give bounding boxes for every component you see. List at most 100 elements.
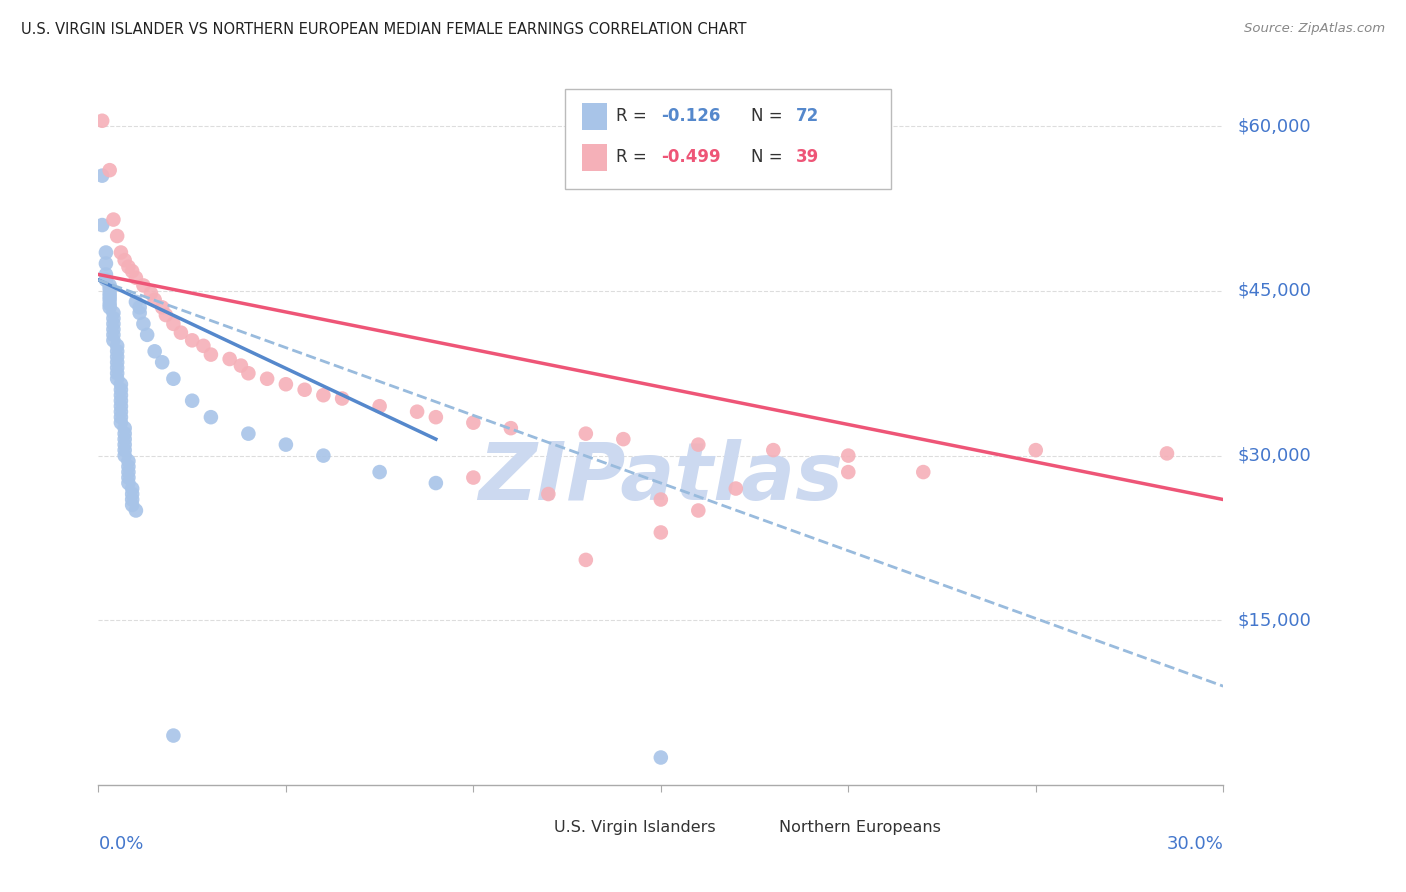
Point: [103, 306, 125, 320]
Point: [110, 383, 132, 397]
Point: [114, 253, 136, 268]
Text: R =: R =: [616, 107, 647, 125]
Point: [117, 454, 139, 468]
Point: [238, 426, 260, 441]
Point: [406, 405, 429, 419]
Point: [110, 388, 132, 402]
Text: 72: 72: [796, 107, 820, 125]
Point: [1156, 446, 1178, 460]
Point: [463, 416, 485, 430]
Point: [114, 426, 136, 441]
Point: [105, 366, 128, 380]
Point: [425, 410, 447, 425]
Point: [181, 393, 204, 408]
Point: [368, 465, 391, 479]
Point: [294, 383, 316, 397]
Point: [612, 432, 634, 446]
Point: [110, 416, 132, 430]
Point: [98, 301, 121, 315]
Point: [143, 344, 166, 359]
Point: [121, 492, 143, 507]
FancyBboxPatch shape: [565, 89, 891, 189]
Point: [256, 372, 278, 386]
Point: [162, 317, 184, 331]
Point: [114, 437, 136, 451]
Point: [912, 465, 935, 479]
Point: [181, 334, 204, 348]
Point: [103, 212, 125, 227]
Point: [110, 399, 132, 413]
Point: [537, 487, 560, 501]
Bar: [582, 145, 607, 171]
Text: 30.0%: 30.0%: [1167, 835, 1223, 853]
Point: [114, 443, 136, 458]
Point: [117, 465, 139, 479]
Bar: [526, 817, 548, 838]
Text: Source: ZipAtlas.com: Source: ZipAtlas.com: [1244, 22, 1385, 36]
Point: [688, 503, 710, 517]
Point: [98, 297, 121, 311]
Point: [94, 268, 117, 282]
Point: [98, 293, 121, 307]
Point: [837, 465, 859, 479]
Point: [105, 372, 128, 386]
Point: [114, 421, 136, 435]
Point: [103, 334, 125, 348]
Point: [103, 317, 125, 331]
Point: [200, 410, 222, 425]
Text: N =: N =: [751, 107, 782, 125]
Point: [463, 470, 485, 484]
Point: [91, 113, 114, 128]
Point: [1025, 443, 1047, 458]
Point: [330, 392, 353, 406]
Point: [688, 437, 710, 451]
Text: $30,000: $30,000: [1237, 447, 1310, 465]
Point: [105, 355, 128, 369]
Point: [105, 360, 128, 375]
Point: [98, 289, 121, 303]
Point: [650, 750, 672, 764]
Bar: [582, 103, 607, 130]
Text: $60,000: $60,000: [1237, 117, 1310, 136]
Point: [110, 245, 132, 260]
Point: [132, 278, 155, 293]
Text: U.S. Virgin Islanders: U.S. Virgin Islanders: [554, 821, 716, 835]
Point: [650, 525, 672, 540]
Text: ZIPatlas: ZIPatlas: [478, 439, 844, 517]
Text: 39: 39: [796, 148, 820, 166]
Text: -0.499: -0.499: [661, 148, 720, 166]
Point: [368, 399, 391, 413]
Point: [162, 372, 184, 386]
Bar: [751, 817, 773, 838]
Point: [117, 476, 139, 491]
Point: [98, 278, 121, 293]
Point: [312, 388, 335, 402]
Point: [91, 169, 114, 183]
Point: [274, 377, 297, 392]
Text: R =: R =: [616, 148, 647, 166]
Point: [98, 286, 121, 301]
Point: [98, 282, 121, 296]
Point: [143, 293, 166, 307]
Text: $15,000: $15,000: [1237, 611, 1310, 629]
Point: [110, 393, 132, 408]
Point: [125, 294, 148, 309]
Point: [200, 348, 222, 362]
Point: [136, 327, 159, 342]
Point: [762, 443, 785, 458]
Point: [110, 410, 132, 425]
Point: [575, 426, 598, 441]
Point: [94, 256, 117, 270]
Point: [110, 405, 132, 419]
Point: [150, 355, 173, 369]
Point: [121, 482, 143, 496]
Point: [91, 218, 114, 232]
Text: -0.126: -0.126: [661, 107, 720, 125]
Point: [139, 286, 162, 301]
Point: [105, 344, 128, 359]
Point: [121, 487, 143, 501]
Point: [105, 339, 128, 353]
Point: [150, 301, 173, 315]
Point: [103, 322, 125, 336]
Point: [125, 503, 148, 517]
